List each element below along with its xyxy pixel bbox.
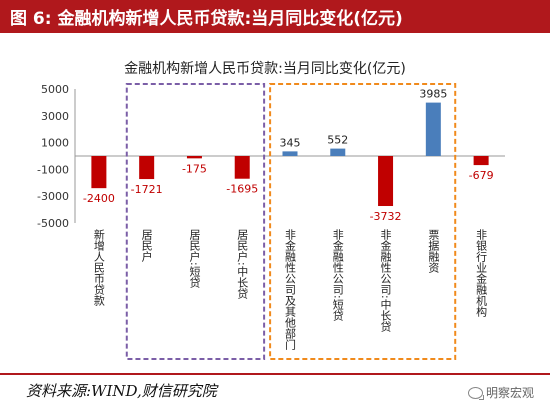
category-label: 非金融性公司:中长贷 bbox=[379, 229, 392, 333]
bar bbox=[234, 156, 250, 179]
category-label: 非银行业金融机构 bbox=[475, 229, 488, 318]
y-tick-label: 3000 bbox=[41, 110, 69, 123]
bar bbox=[378, 156, 394, 207]
data-label: 3985 bbox=[419, 88, 447, 101]
data-label: -3732 bbox=[370, 210, 402, 223]
data-label: -1721 bbox=[131, 183, 163, 196]
bar bbox=[139, 156, 155, 180]
data-label: -2400 bbox=[83, 192, 115, 205]
category-label: 新增人民币贷款 bbox=[92, 228, 105, 307]
bar bbox=[91, 156, 107, 189]
y-tick-label: -5000 bbox=[37, 217, 69, 230]
figure-header: 图 6: 金融机构新增人民币贷款:当月同比变化(亿元) bbox=[0, 0, 550, 33]
bar bbox=[473, 156, 489, 166]
category-label: 非金融性公司:短贷 bbox=[331, 229, 344, 322]
figure-label: 图 6: bbox=[10, 9, 52, 29]
watermark: 明察宏观 bbox=[468, 384, 534, 401]
bar bbox=[282, 151, 298, 156]
bar bbox=[330, 148, 346, 156]
source-note: 资料来源:WIND,财信研究院 bbox=[26, 382, 217, 400]
wechat-icon bbox=[468, 386, 484, 400]
data-label: -175 bbox=[182, 162, 207, 175]
data-label: 345 bbox=[280, 136, 301, 149]
y-tick-label: -3000 bbox=[37, 190, 69, 203]
category-label: 居民户:中长贷 bbox=[236, 229, 249, 299]
footer-rule bbox=[0, 373, 550, 375]
y-tick-label: 1000 bbox=[41, 137, 69, 150]
group-box-nonfinancial bbox=[269, 83, 457, 360]
figure-title: 金融机构新增人民币贷款:当月同比变化(亿元) bbox=[57, 9, 403, 29]
watermark-text: 明察宏观 bbox=[486, 386, 535, 400]
group-box-household bbox=[125, 83, 266, 360]
category-label: 非金融性公司及其他部门 bbox=[284, 229, 297, 351]
data-label: -1695 bbox=[226, 183, 258, 196]
category-label: 票据融资 bbox=[427, 229, 440, 274]
chart-title: 金融机构新增人民币贷款:当月同比变化(亿元) bbox=[124, 61, 406, 77]
bar-chart: 金融机构新增人民币贷款:当月同比变化(亿元) 5000 3000 1000 -1000… bbox=[37, 61, 505, 360]
data-label: 552 bbox=[327, 134, 348, 147]
y-tick-label: 5000 bbox=[41, 83, 69, 96]
data-label: -679 bbox=[469, 169, 494, 182]
bar bbox=[425, 102, 441, 156]
y-tick-label: -1000 bbox=[37, 163, 69, 176]
bar bbox=[186, 156, 202, 159]
category-label: 居民户:短贷 bbox=[188, 229, 201, 288]
category-label: 居民户 bbox=[140, 229, 153, 263]
